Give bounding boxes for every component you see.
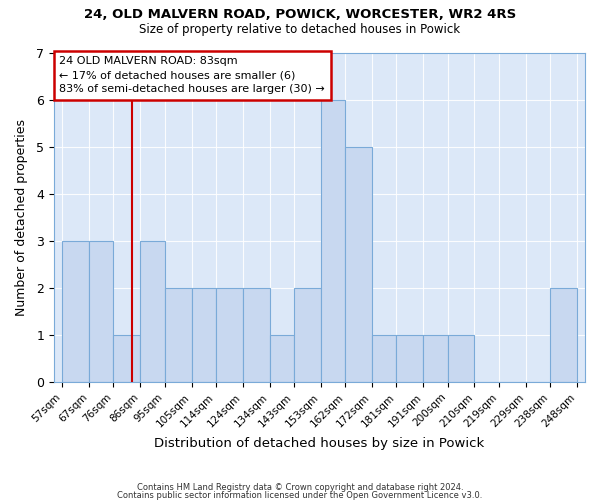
Bar bbox=[321, 100, 345, 382]
Bar bbox=[191, 288, 216, 382]
Bar bbox=[140, 241, 164, 382]
Bar bbox=[62, 241, 89, 382]
Text: Contains HM Land Registry data © Crown copyright and database right 2024.: Contains HM Land Registry data © Crown c… bbox=[137, 484, 463, 492]
Text: 24, OLD MALVERN ROAD, POWICK, WORCESTER, WR2 4RS: 24, OLD MALVERN ROAD, POWICK, WORCESTER,… bbox=[84, 8, 516, 20]
Y-axis label: Number of detached properties: Number of detached properties bbox=[15, 119, 28, 316]
Text: 24 OLD MALVERN ROAD: 83sqm
← 17% of detached houses are smaller (6)
83% of semi-: 24 OLD MALVERN ROAD: 83sqm ← 17% of deta… bbox=[59, 56, 325, 94]
Bar bbox=[243, 288, 269, 382]
Bar bbox=[294, 288, 321, 382]
Bar bbox=[372, 335, 397, 382]
Bar bbox=[345, 146, 372, 382]
Bar bbox=[269, 335, 294, 382]
Text: Contains public sector information licensed under the Open Government Licence v3: Contains public sector information licen… bbox=[118, 490, 482, 500]
Bar bbox=[397, 335, 423, 382]
Text: Size of property relative to detached houses in Powick: Size of property relative to detached ho… bbox=[139, 22, 461, 36]
Bar bbox=[423, 335, 448, 382]
Bar bbox=[89, 241, 113, 382]
Bar bbox=[216, 288, 243, 382]
X-axis label: Distribution of detached houses by size in Powick: Distribution of detached houses by size … bbox=[154, 437, 485, 450]
Bar bbox=[448, 335, 475, 382]
Bar bbox=[164, 288, 191, 382]
Bar bbox=[550, 288, 577, 382]
Bar bbox=[113, 335, 140, 382]
